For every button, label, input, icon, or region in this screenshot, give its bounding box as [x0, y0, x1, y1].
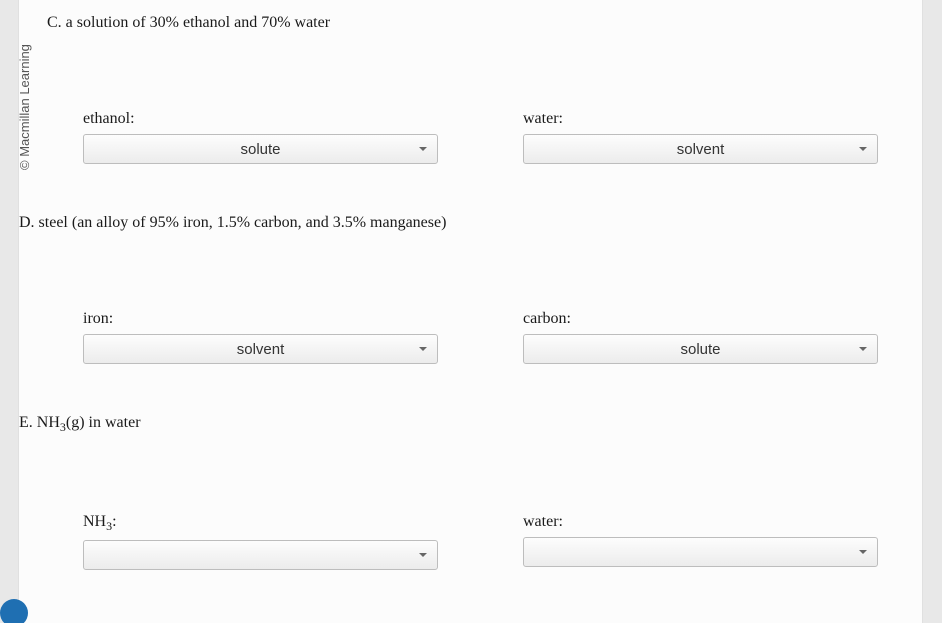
chevron-down-icon: [419, 147, 427, 151]
chevron-down-icon: [859, 147, 867, 151]
chevron-down-icon: [859, 347, 867, 351]
question-d-right-label: carbon:: [523, 310, 878, 328]
scroll-indicator-icon[interactable]: [0, 599, 28, 623]
nh3-dropdown[interactable]: [83, 540, 438, 570]
chevron-down-icon: [419, 553, 427, 557]
iron-dropdown-value: solvent: [237, 341, 285, 358]
chevron-down-icon: [859, 550, 867, 554]
carbon-dropdown-value: solute: [680, 341, 720, 358]
paper-surface: © Macmillan Learning C. a solution of 30…: [18, 0, 923, 623]
question-e-row: NH3: water:: [47, 513, 902, 570]
question-d: D. steel (an alloy of 95% iron, 1.5% car…: [47, 214, 902, 364]
question-d-row: iron: solvent carbon: solute: [47, 310, 902, 364]
water-e-dropdown[interactable]: [523, 537, 878, 567]
question-e-left-field: NH3:: [83, 513, 438, 570]
question-c-right-field: water: solvent: [523, 110, 878, 164]
question-c-row: ethanol: solute water: solvent: [47, 110, 902, 164]
question-e-prompt-prefix: E. NH: [19, 414, 60, 431]
question-d-prompt: D. steel (an alloy of 95% iron, 1.5% car…: [19, 214, 902, 232]
content-area: C. a solution of 30% ethanol and 70% wat…: [47, 0, 902, 610]
question-e-left-label-prefix: NH: [83, 513, 106, 530]
water-c-dropdown[interactable]: solvent: [523, 134, 878, 164]
water-c-dropdown-value: solvent: [677, 141, 725, 158]
question-e-right-label: water:: [523, 513, 878, 531]
page-root: © Macmillan Learning C. a solution of 30…: [0, 0, 942, 623]
question-d-right-field: carbon: solute: [523, 310, 878, 364]
iron-dropdown[interactable]: solvent: [83, 334, 438, 364]
question-d-left-label: iron:: [83, 310, 438, 328]
question-c-left-label: ethanol:: [83, 110, 438, 128]
copyright-text: © Macmillan Learning: [17, 44, 32, 170]
question-e-left-label-suffix: :: [112, 513, 116, 530]
chevron-down-icon: [419, 347, 427, 351]
question-d-left-field: iron: solvent: [83, 310, 438, 364]
question-e-prompt: E. NH3(g) in water: [19, 414, 902, 435]
ethanol-dropdown[interactable]: solute: [83, 134, 438, 164]
carbon-dropdown[interactable]: solute: [523, 334, 878, 364]
question-e-right-field: water:: [523, 513, 878, 570]
question-c-left-field: ethanol: solute: [83, 110, 438, 164]
ethanol-dropdown-value: solute: [240, 141, 280, 158]
question-e-prompt-suffix: (g) in water: [66, 414, 141, 431]
question-e-left-label: NH3:: [83, 513, 438, 534]
question-c-right-label: water:: [523, 110, 878, 128]
question-c: C. a solution of 30% ethanol and 70% wat…: [47, 14, 902, 164]
question-c-prompt: C. a solution of 30% ethanol and 70% wat…: [47, 14, 902, 32]
question-e: E. NH3(g) in water NH3: water:: [47, 414, 902, 570]
